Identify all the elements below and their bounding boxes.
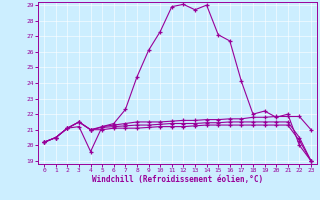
X-axis label: Windchill (Refroidissement éolien,°C): Windchill (Refroidissement éolien,°C) (92, 175, 263, 184)
